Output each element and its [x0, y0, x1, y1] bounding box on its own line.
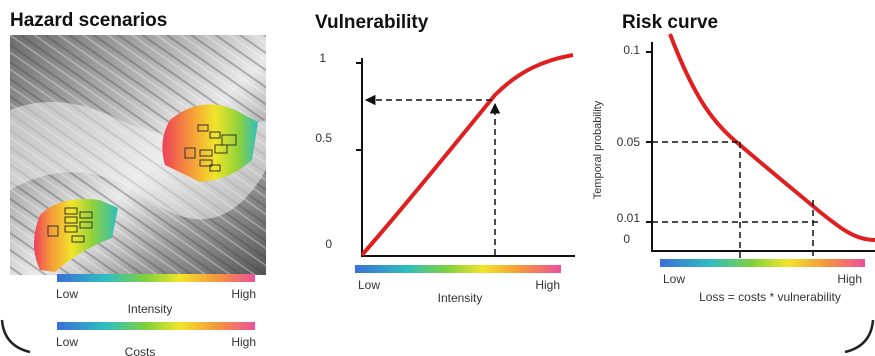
y-tick-label: 0 — [325, 237, 332, 251]
legend-label: Intensity — [128, 302, 173, 316]
page: {"panels": [ {"title": "Hazard scenarios… — [0, 0, 875, 356]
legend-low: Low — [56, 287, 78, 301]
y-tick-label: 0.5 — [315, 131, 332, 145]
hazard-map — [10, 35, 266, 275]
y-tick-label: 1 — [319, 51, 326, 65]
panel-title: Risk curve — [622, 12, 718, 33]
y-tick-label: 0.01 — [617, 211, 641, 225]
risk-curve — [670, 34, 875, 240]
legend-low: Low — [663, 272, 685, 286]
guide-lines — [652, 142, 820, 258]
legend-label: Loss = costs * vulnerability — [699, 290, 841, 304]
legend-low: Low — [358, 278, 380, 292]
frame — [2, 320, 30, 352]
legend-label: Costs — [125, 345, 156, 356]
panel-title: Hazard scenarios — [10, 10, 167, 31]
y-tick-label: 0.1 — [623, 43, 640, 57]
color-bar — [660, 259, 865, 267]
legend-high: High — [837, 272, 862, 286]
y-axis-label: Temporal probability — [592, 100, 604, 199]
legend-high: High — [231, 287, 256, 301]
frame — [845, 320, 873, 352]
figure: Hazard scenarios Low High Intensity Low … — [0, 0, 875, 356]
color-bar — [355, 265, 561, 273]
vulnerability-curve — [362, 55, 573, 255]
legend-high: High — [231, 335, 256, 349]
color-bar — [57, 322, 255, 330]
legend-label: Intensity — [438, 291, 483, 305]
legend-high: High — [535, 278, 560, 292]
axes — [646, 42, 875, 251]
legend-low: Low — [56, 335, 78, 349]
y-tick-label: 0.05 — [617, 135, 641, 149]
panel-title: Vulnerability — [315, 12, 429, 33]
y-tick-label: 0 — [623, 232, 630, 246]
color-bar — [57, 274, 255, 282]
